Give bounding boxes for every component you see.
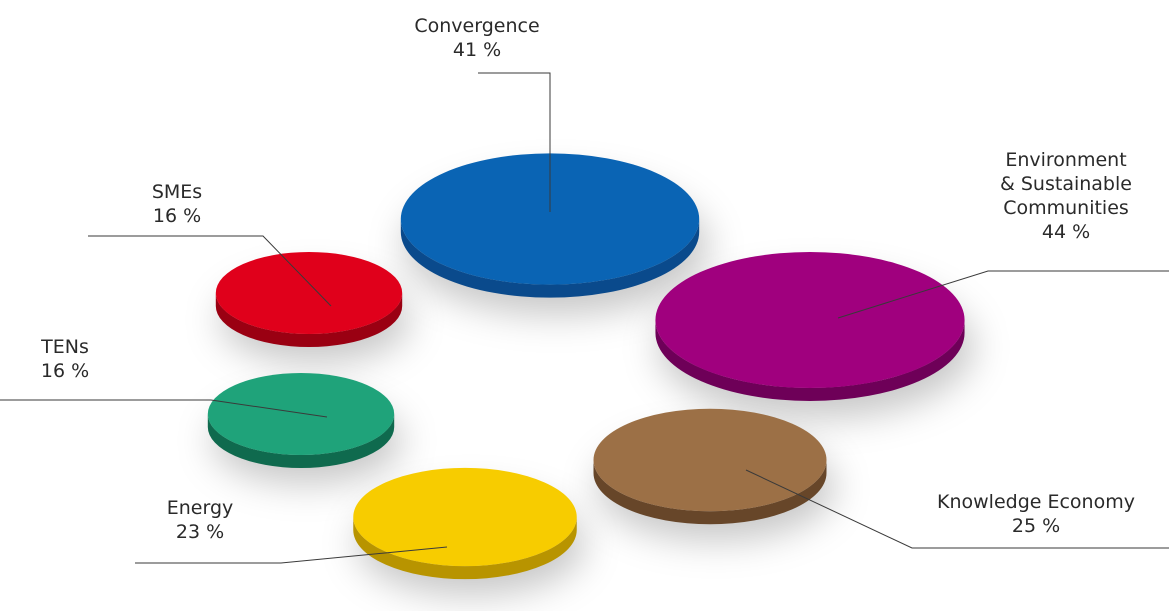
disc-side-tens (207, 414, 395, 468)
label-knowledge-economy-value: 25 % (1011, 515, 1061, 537)
leader-line-environment-sustainable-communities (837, 270, 1169, 319)
disc-tens (207, 372, 395, 468)
disc-top-energy (353, 467, 577, 567)
leader-lines (0, 72, 1169, 564)
disc-top-environment-sustainable-communities (655, 251, 965, 389)
discs (207, 153, 965, 580)
disc-knowledge-economy (593, 408, 827, 525)
label-environment-name-line-3: Communities (1003, 197, 1129, 219)
label-environment-name-line-1: Environment (1005, 149, 1127, 171)
disc-top-convergence (400, 153, 700, 285)
label-tens-name-line-1: TENs (41, 336, 89, 358)
label-tens-value: 16 % (40, 360, 90, 382)
label-environment: Environment & Sustainable Communities 44… (956, 148, 1169, 244)
label-knowledge-economy-name-line-1: Knowledge Economy (937, 491, 1135, 513)
label-smes-value: 16 % (152, 205, 202, 227)
leader-line-smes (88, 235, 332, 307)
disc-side-environment-sustainable-communities (655, 320, 965, 401)
disc-top-smes (215, 251, 403, 335)
disc-top-knowledge-economy (593, 408, 827, 512)
label-convergence-name-line-1: Convergence (414, 15, 540, 37)
label-knowledge-economy: Knowledge Economy 25 % (905, 490, 1167, 538)
label-environment-value: 44 % (1041, 221, 1091, 243)
label-tens: TENs 16 % (0, 335, 130, 383)
disc-side-convergence (400, 219, 700, 298)
disc-top-tens (207, 372, 395, 456)
disc-side-knowledge-economy (593, 460, 827, 525)
disc-side-smes (215, 293, 403, 347)
disc-energy (353, 467, 577, 580)
leader-line-energy (135, 546, 448, 564)
leader-line-convergence (478, 72, 551, 212)
leader-line-tens (0, 399, 328, 418)
label-energy-name-line-1: Energy (166, 497, 234, 519)
disc-convergence (400, 153, 700, 298)
label-smes: SMEs 16 % (112, 180, 242, 228)
disc-environment-sustainable-communities (655, 251, 965, 401)
label-convergence-value: 41 % (452, 39, 502, 61)
disc-smes (215, 251, 403, 347)
label-energy: Energy 23 % (135, 496, 265, 544)
label-energy-value: 23 % (175, 521, 225, 543)
leader-line-knowledge-economy (745, 469, 1169, 549)
label-convergence: Convergence 41 % (382, 14, 572, 62)
label-environment-name-line-2: & Sustainable (1000, 173, 1132, 195)
disc-side-energy (353, 517, 577, 580)
label-smes-name-line-1: SMEs (151, 181, 203, 203)
